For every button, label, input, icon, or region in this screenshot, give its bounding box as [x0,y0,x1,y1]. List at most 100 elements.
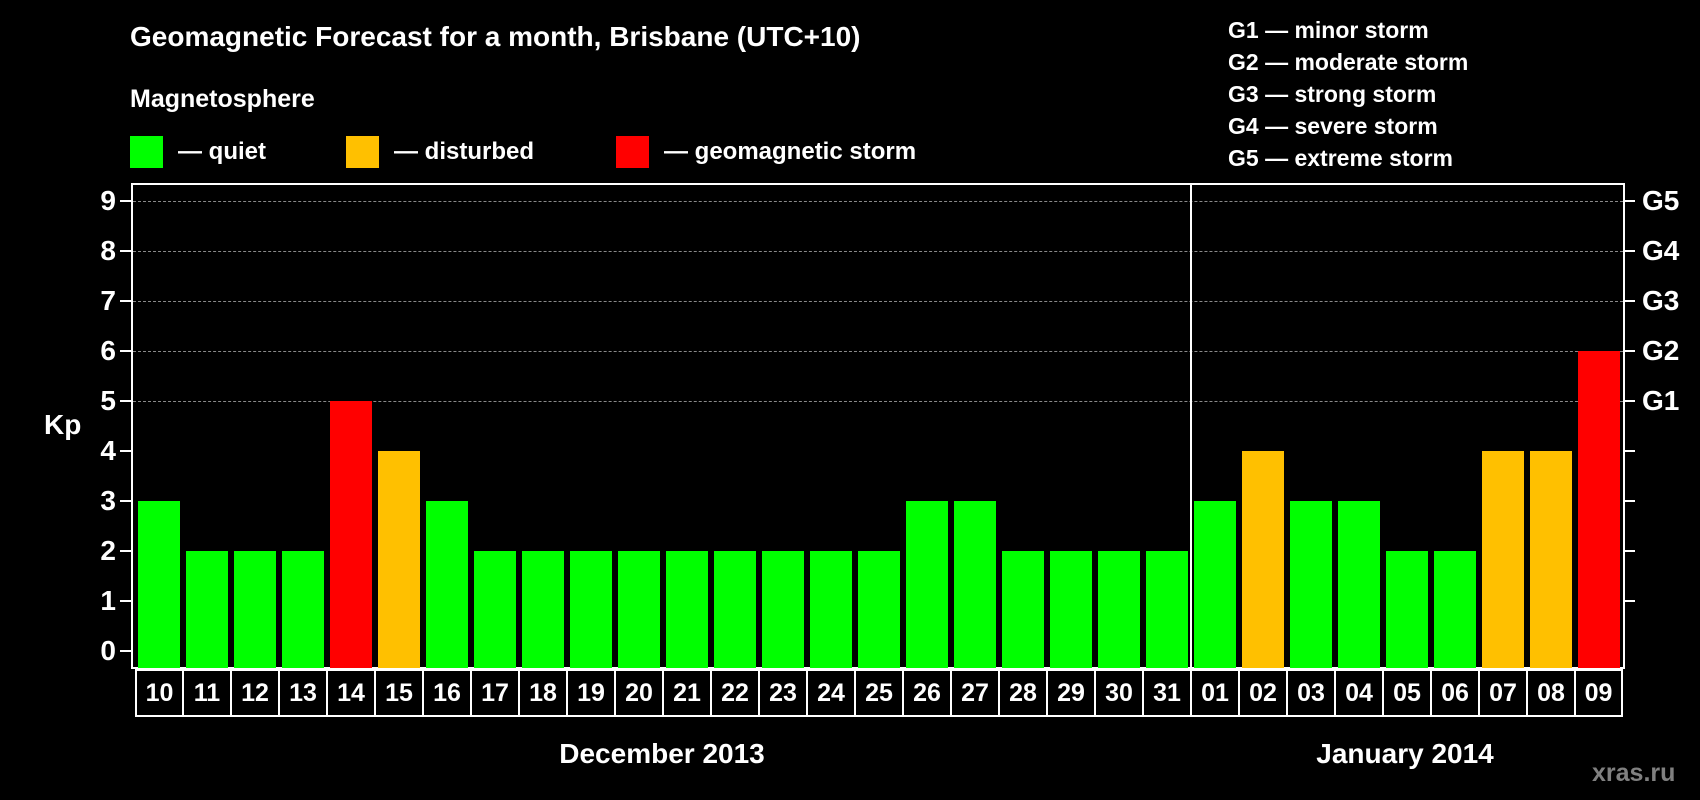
day-label: 19 [567,669,615,717]
legend-label-disturbed: — disturbed [394,137,535,165]
month-divider [1190,183,1192,669]
y-tick [120,600,131,602]
day-label: 31 [1143,669,1191,717]
day-label: 02 [1239,669,1287,717]
g-legend-row: G4 — severe storm [1228,113,1438,139]
bar-disturbed [1530,451,1572,668]
y-axis-label: Kp [44,409,82,440]
right-tick [1625,450,1635,452]
g-scale-label: G4 [1642,235,1680,266]
g-scale-label: G5 [1642,185,1680,216]
legend-label-storm: — geomagnetic storm [664,137,917,165]
y-tick-label: 4 [100,435,116,466]
plot-area [131,183,1625,669]
right-tick [1625,400,1635,402]
bar-storm [330,401,372,668]
bar-quiet [1434,551,1476,668]
day-label: 14 [327,669,375,717]
day-label: 28 [999,669,1047,717]
day-label: 01 [1191,669,1239,717]
day-label: 11 [183,669,231,717]
day-label: 18 [519,669,567,717]
y-tick-label: 5 [100,385,116,416]
bar-quiet [810,551,852,668]
bar-quiet [282,551,324,668]
day-label: 03 [1287,669,1335,717]
legend-item-disturbed: — disturbed [346,135,534,168]
g-legend-row: G1 — minor storm [1228,17,1429,43]
day-label: 20 [615,669,663,717]
bar-quiet [522,551,564,668]
bar-quiet [1194,501,1236,668]
y-tick [120,200,131,202]
bar-quiet [618,551,660,668]
gridline [133,401,1623,402]
bar-quiet [954,501,996,668]
right-tick [1625,200,1635,202]
bar-quiet [1002,551,1044,668]
bar-quiet [234,551,276,668]
y-tick-label: 8 [100,235,116,266]
y-tick [120,400,131,402]
month-label: December 2013 [559,738,765,769]
day-label: 21 [663,669,711,717]
day-label: 08 [1527,669,1575,717]
bar-quiet [570,551,612,668]
bar-storm [1578,351,1620,668]
g-scale-label: G2 [1642,335,1680,366]
right-tick [1625,350,1635,352]
bar-quiet [858,551,900,668]
day-label: 15 [375,669,423,717]
day-label: 29 [1047,669,1095,717]
bar-disturbed [1242,451,1284,668]
day-label: 25 [855,669,903,717]
day-label: 17 [471,669,519,717]
y-tick [120,350,131,352]
bar-disturbed [1482,451,1524,668]
g-legend-row: G3 — strong storm [1228,81,1437,107]
bar-quiet [1098,551,1140,668]
y-tick-label: 2 [100,535,116,566]
day-label: 10 [135,669,183,717]
y-tick-label: 9 [100,185,116,216]
gridline [133,301,1623,302]
legend-swatch-quiet [130,135,163,168]
bar-disturbed [378,451,420,668]
day-label: 22 [711,669,759,717]
g-legend-row: G2 — moderate storm [1228,49,1469,75]
legend-swatch-disturbed [346,135,379,168]
day-label: 05 [1383,669,1431,717]
y-tick [120,300,131,302]
day-label: 23 [759,669,807,717]
day-label: 04 [1335,669,1383,717]
legend-label-quiet: — quiet [178,137,266,165]
legend-swatch-storm [616,135,649,168]
g-scale-label: G3 [1642,285,1680,316]
day-label: 06 [1431,669,1479,717]
day-label: 24 [807,669,855,717]
y-tick-label: 7 [100,285,116,316]
bar-quiet [426,501,468,668]
y-tick [120,450,131,452]
right-tick [1625,500,1635,502]
y-tick [120,500,131,502]
y-tick-label: 3 [100,485,116,516]
right-tick [1625,550,1635,552]
bar-quiet [138,501,180,668]
right-tick [1625,600,1635,602]
y-tick-label: 1 [100,585,116,616]
bar-quiet [1146,551,1188,668]
day-label: 09 [1575,669,1623,717]
bar-quiet [186,551,228,668]
chart-title: Geomagnetic Forecast for a month, Brisba… [130,21,861,52]
bar-quiet [762,551,804,668]
bar-quiet [906,501,948,668]
bar-quiet [1386,551,1428,668]
right-tick [1625,300,1635,302]
bar-quiet [1050,551,1092,668]
watermark: xras.ru [1592,759,1676,787]
y-tick [120,650,131,652]
g-scale-legend: G1 — minor storm G2 — moderate storm G3 … [1228,14,1468,174]
day-label: 13 [279,669,327,717]
legend-item-storm: — geomagnetic storm [616,135,916,168]
